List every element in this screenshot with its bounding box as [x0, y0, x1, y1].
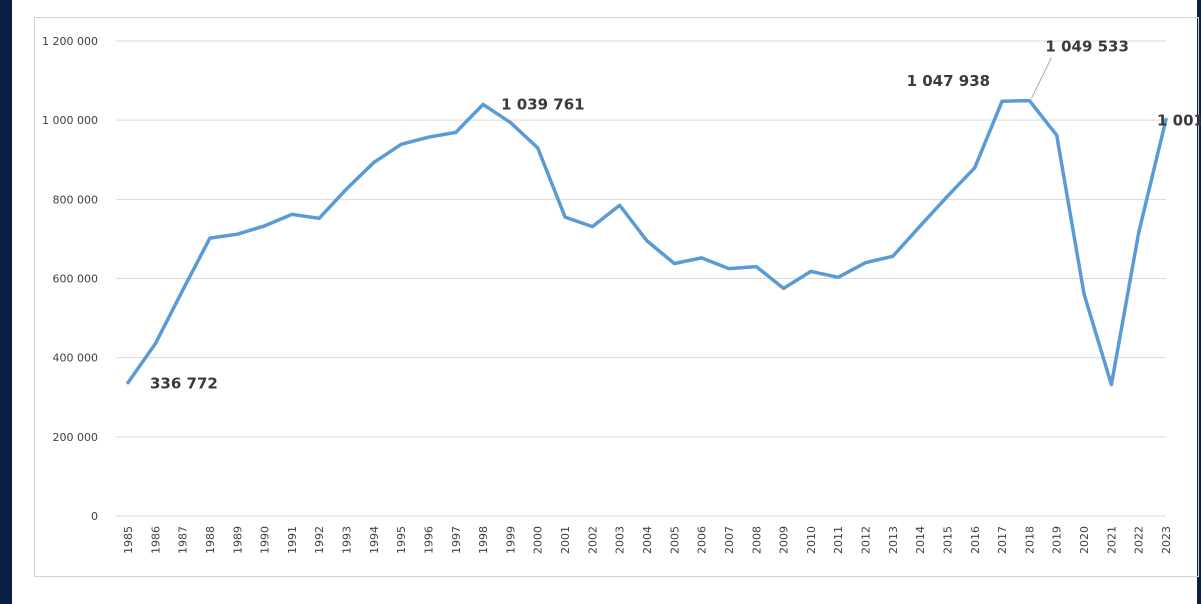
data-label: 1 001 853 — [1157, 111, 1201, 129]
x-tick-label: 2022 — [1133, 526, 1146, 554]
x-tick-label: 2008 — [750, 526, 763, 554]
x-tick-label: 2023 — [1160, 526, 1173, 554]
x-tick-label: 2001 — [559, 526, 572, 554]
y-tick-label: 800 000 — [53, 193, 99, 206]
x-tick-label: 1986 — [149, 526, 162, 554]
x-tick-label: 2015 — [941, 526, 954, 554]
x-tick-label: 1992 — [313, 526, 326, 554]
gridlines — [116, 40, 1166, 517]
x-tick-label: 2010 — [805, 526, 818, 554]
x-tick-label: 2003 — [614, 526, 627, 554]
data-label: 1 047 938 — [907, 72, 991, 90]
x-tick-label: 1999 — [504, 526, 517, 554]
data-label: 336 772 — [150, 375, 218, 393]
x-tick-label: 2013 — [887, 526, 900, 554]
y-tick-label: 600 000 — [53, 273, 99, 286]
chart-panel — [12, 0, 1199, 604]
x-tick-label: 1991 — [286, 526, 299, 554]
series-line — [126, 98, 1168, 387]
annotations-layer: 336 772 1 039 761 1 047 938 1 049 533 1 001 … — [150, 38, 1201, 393]
x-tick-label: 1993 — [341, 526, 354, 554]
x-tick-label: 2018 — [1023, 526, 1036, 554]
x-tick-label: 2005 — [668, 526, 681, 554]
x-tick-label: 2004 — [641, 526, 654, 554]
x-tick-label: 1987 — [177, 526, 190, 554]
x-tick-label: 1996 — [422, 526, 435, 554]
data-label: 1 049 533 — [1045, 38, 1129, 56]
x-axis: 1985 1986 1987 1988 1989 1990 1991 1992 1993 1994… — [122, 526, 1173, 554]
y-tick-label: 1 200 000 — [42, 35, 98, 48]
x-tick-label: 2019 — [1051, 526, 1064, 554]
y-axis: 0 200 000 400 000 600 000 800 000 1 000 000 1 … — [42, 35, 98, 523]
x-tick-label: 2006 — [696, 526, 709, 554]
x-tick-label: 1990 — [259, 526, 272, 554]
x-tick-label: 2007 — [723, 526, 736, 554]
x-tick-label: 1988 — [204, 526, 217, 554]
y-tick-label: 400 000 — [53, 352, 99, 365]
x-tick-label: 2016 — [969, 526, 982, 554]
y-tick-label: 0 — [91, 510, 98, 523]
x-tick-label: 2020 — [1078, 526, 1091, 554]
x-tick-label: 2014 — [914, 526, 927, 554]
y-tick-label: 1 000 000 — [42, 114, 98, 127]
x-tick-label: 1995 — [395, 526, 408, 554]
x-tick-label: 2012 — [860, 526, 873, 554]
x-tick-label: 2021 — [1105, 526, 1118, 554]
x-tick-label: 1994 — [368, 526, 381, 554]
x-tick-label: 1998 — [477, 526, 490, 554]
series-layer — [126, 98, 1168, 387]
y-tick-label: 200 000 — [53, 431, 99, 444]
x-tick-label: 2002 — [586, 526, 599, 554]
x-tick-label: 1989 — [231, 526, 244, 554]
annotation-leader — [1030, 57, 1052, 99]
data-label: 1 039 761 — [501, 95, 585, 113]
x-tick-label: 2011 — [832, 526, 845, 554]
x-tick-label: 1997 — [450, 526, 463, 554]
x-tick-label: 1985 — [122, 526, 135, 554]
x-tick-label: 2000 — [532, 526, 545, 554]
chart-border — [34, 17, 1199, 577]
x-tick-label: 2017 — [996, 526, 1009, 554]
x-tick-label: 2009 — [778, 526, 791, 554]
